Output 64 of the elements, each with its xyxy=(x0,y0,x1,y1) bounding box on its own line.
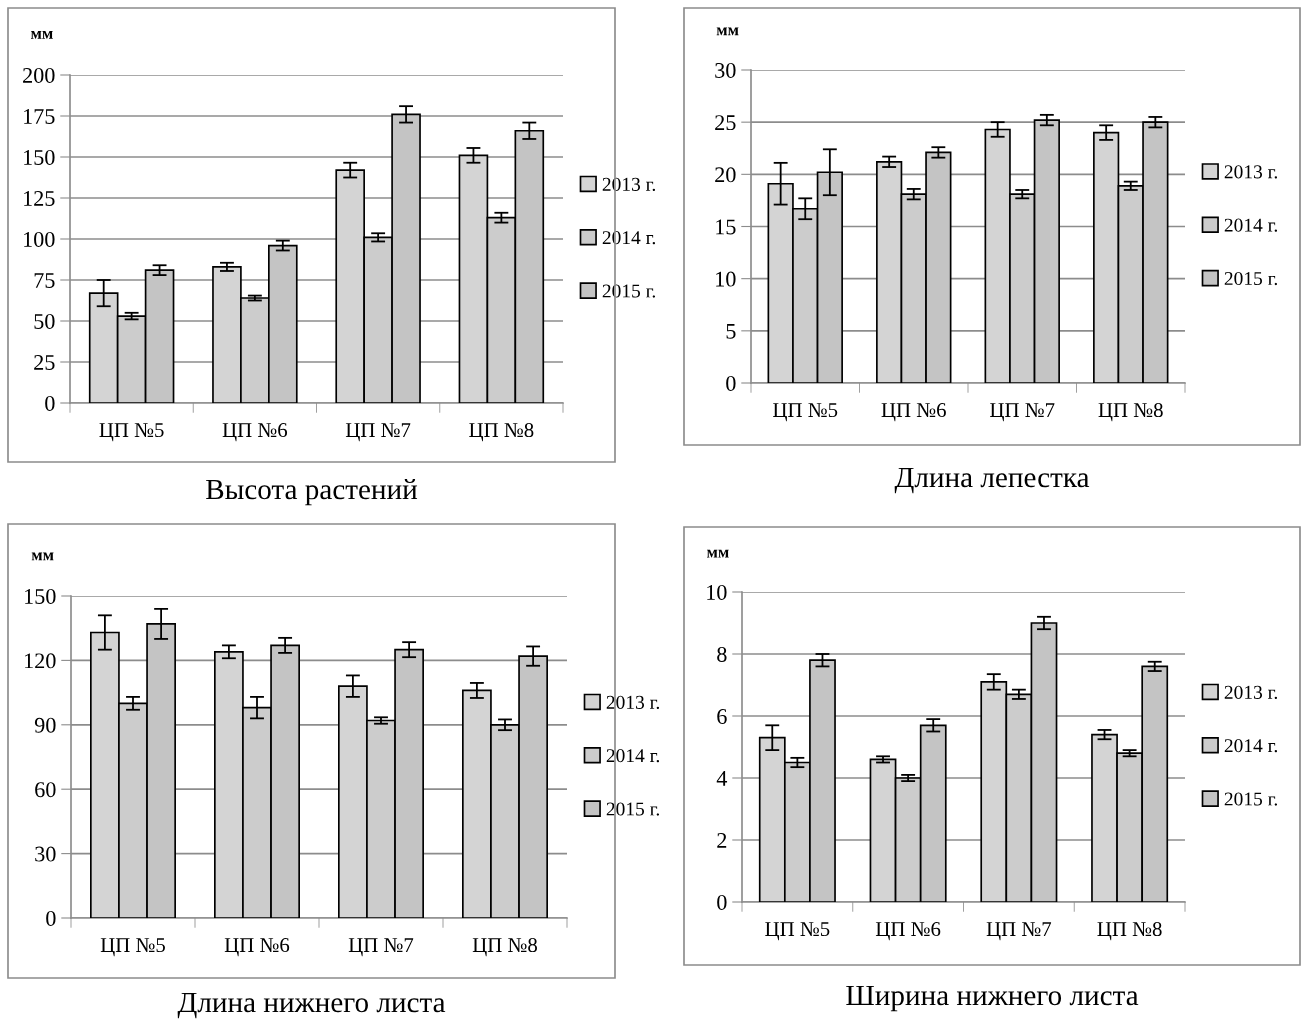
y-tick-label: 150 xyxy=(24,149,55,165)
x-tick-label: ЦП №6 xyxy=(224,938,290,957)
y-tick-label: 30 xyxy=(715,62,736,78)
y-tick-label: 10 xyxy=(707,584,727,600)
y-axis-title: мм xyxy=(31,31,53,39)
legend-label: 2015 г. xyxy=(606,802,660,816)
text: Ширина нижнего листа xyxy=(846,985,1139,1012)
y-tick-label: 25 xyxy=(715,115,736,131)
legend-label: 2013 г. xyxy=(606,695,660,709)
y-tick-label: 10 xyxy=(716,271,736,287)
y-tick-label: 125 xyxy=(24,190,55,206)
y-tick-label: 90 xyxy=(34,717,56,733)
x-tick-label: ЦП №7 xyxy=(345,423,411,442)
y-tick-label: 25 xyxy=(34,354,55,370)
x-tick-label: ЦП №7 xyxy=(986,922,1052,941)
x-tick-label: ЦП №5 xyxy=(99,423,164,442)
y-tick-label: 0 xyxy=(726,375,736,391)
legend-label: 2015 г. xyxy=(1224,271,1278,286)
y-axis-title: мм xyxy=(707,549,729,558)
y-tick-label: 6 xyxy=(717,708,727,724)
y-tick-label: 50 xyxy=(34,313,55,329)
legend-label: 2015 г. xyxy=(602,284,656,298)
legend-label: 2014 г. xyxy=(1224,739,1278,753)
x-tick-label: ЦП №5 xyxy=(765,922,830,941)
y-tick-label: 60 xyxy=(35,782,56,798)
legend-label: 2014 г. xyxy=(1224,218,1278,232)
x-tick-label: ЦП №8 xyxy=(469,423,534,442)
x-tick-label: ЦП №7 xyxy=(990,403,1055,422)
legend-label: 2013 г. xyxy=(1224,685,1278,699)
y-tick-label: 5 xyxy=(726,323,736,339)
legend-label: 2014 г. xyxy=(602,231,656,245)
y-tick-label: 4 xyxy=(716,771,728,786)
x-tick-label: ЦП №8 xyxy=(1097,922,1162,941)
y-tick-label: 8 xyxy=(717,646,727,662)
x-tick-label: ЦП №6 xyxy=(881,403,946,422)
text: Длина нижнего листа xyxy=(177,992,446,1019)
y-tick-label: 75 xyxy=(34,273,55,288)
y-tick-label: 120 xyxy=(25,653,56,669)
legend-label: 2013 г. xyxy=(602,177,656,191)
x-tick-label: ЦП №8 xyxy=(472,938,537,957)
y-tick-label: 2 xyxy=(717,832,727,848)
text: Высота растений xyxy=(206,479,418,506)
x-tick-label: ЦП №6 xyxy=(222,423,288,442)
x-tick-label: ЦП №6 xyxy=(875,922,941,941)
x-tick-label: ЦП №7 xyxy=(348,938,414,957)
y-tick-label: 100 xyxy=(24,231,55,247)
y-tick-label: 20 xyxy=(715,167,736,183)
x-tick-label: ЦП №5 xyxy=(100,938,165,957)
y-tick-label: 30 xyxy=(35,846,56,862)
y-tick-label: 15 xyxy=(716,219,736,235)
y-tick-label: 0 xyxy=(45,395,55,411)
x-tick-label: ЦП №8 xyxy=(1098,403,1163,422)
y-tick-label: 150 xyxy=(25,588,56,604)
y-tick-label: 200 xyxy=(23,67,55,83)
y-tick-label: 0 xyxy=(46,910,56,926)
y-axis-title: мм xyxy=(716,27,739,36)
y-tick-label: 0 xyxy=(717,894,727,910)
y-tick-label: 175 xyxy=(24,109,55,124)
legend-label: 2015 г. xyxy=(1224,792,1278,806)
y-axis-title: мм xyxy=(31,552,54,561)
x-tick-label: ЦП №5 xyxy=(773,403,838,422)
legend-label: 2014 г. xyxy=(606,749,660,763)
legend-label: 2013 г. xyxy=(1224,165,1278,179)
text: Длина лепестка xyxy=(894,467,1090,494)
